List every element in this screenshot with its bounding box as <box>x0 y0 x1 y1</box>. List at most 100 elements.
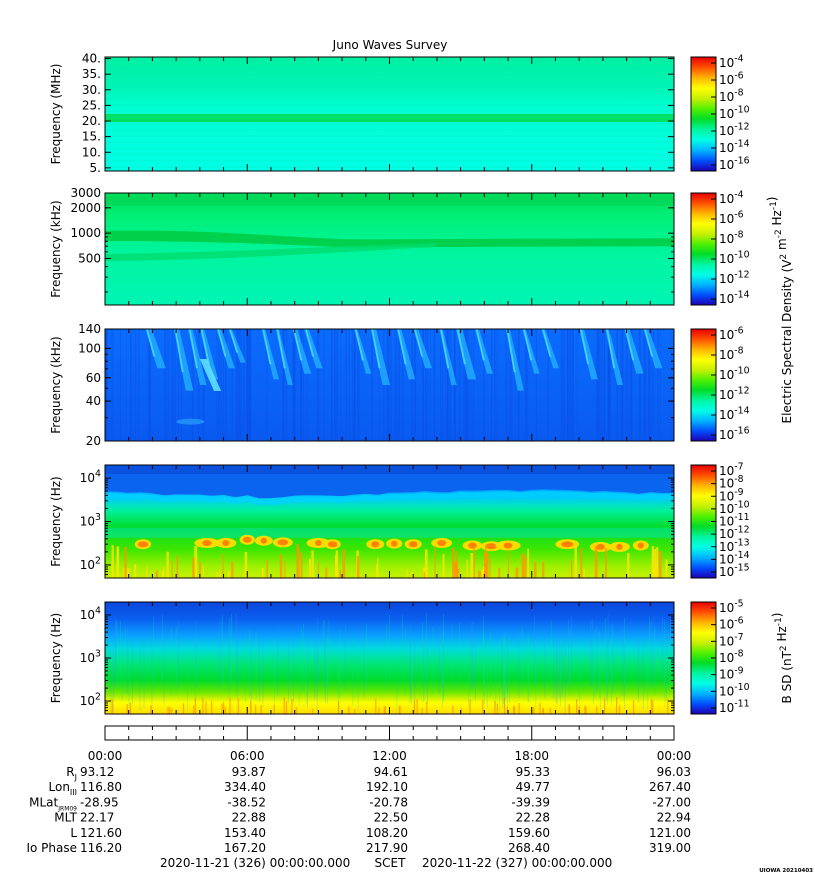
y-tick-label: 30. <box>82 83 101 97</box>
figure-title: Juno Waves Survey <box>332 38 448 52</box>
colorbar-tick-label: 10-13 <box>719 537 750 553</box>
ephemeris-value: 22.94 <box>657 811 691 825</box>
y-tick-label: 103 <box>80 649 101 665</box>
ephemeris-value: 93.12 <box>80 765 114 779</box>
colorbar-tick-label: 10-10 <box>719 105 750 121</box>
colorbar-tick-label: 10-15 <box>719 563 750 579</box>
colorbar-tick-label: 10-14 <box>719 290 750 306</box>
colorbar-3: 10-6 10-8 10-10 10-12 10-14 10-16 <box>690 326 750 442</box>
magnetic-density-label: B SD (nT2 Hz-1) <box>770 613 794 704</box>
y-axis-label: Frequency (Hz) <box>49 613 63 704</box>
colorbar-tick-label: 10-9 <box>719 665 744 681</box>
y-tick-label: 25. <box>82 98 101 112</box>
y-tick-label: 5. <box>90 161 101 175</box>
colorbar-tick-label: 10-6 <box>719 210 744 226</box>
ephemeris-value: 94.61 <box>374 765 408 779</box>
colorbar-tick-label: 10-4 <box>719 190 744 206</box>
ephemeris-row-label: L <box>70 826 77 840</box>
scet-label: SCET <box>375 856 407 870</box>
y-tick-label: 140 <box>78 322 101 336</box>
colorbar-tick-label: 10-10 <box>719 682 750 698</box>
y-axis-label: Frequency (kHz) <box>49 200 63 297</box>
colorbar-4: 10-710-810-910-1010-1110-1210-1310-1410-… <box>690 462 750 579</box>
ephemeris-value: 93.87 <box>232 765 266 779</box>
y-tick-label: 103 <box>80 512 101 528</box>
ephemeris-value: 95.33 <box>516 765 550 779</box>
ephemeris-value: -39.39 <box>511 795 550 809</box>
timeline-axis: 00:00 06:00 12:00 18:00 00:00 <box>88 725 692 763</box>
ephemeris-value: 192.10 <box>366 780 408 794</box>
colorbar-tick-label: 10-14 <box>719 406 750 422</box>
time-tick-label: 18:00 <box>514 749 549 763</box>
colorbar-tick-label: 10-16 <box>719 156 750 172</box>
colorbar-tick-label: 10-10 <box>719 499 750 515</box>
y-tick-label: 104 <box>80 469 101 485</box>
colorbar-tick-label: 10-8 <box>719 88 744 104</box>
colorbar-tick-label: 10-6 <box>719 326 744 342</box>
ephemeris-value: 121.60 <box>80 826 122 840</box>
ephemeris-value: 217.90 <box>366 841 408 855</box>
colorbar-tick-label: 10-16 <box>719 426 750 442</box>
spectrogram-panel-5: 104 103 102 Frequency (Hz) 10-510-610-710-81… <box>49 599 750 715</box>
spectrogram-panel-3: 140 100 60 40 20 Frequency (kHz) 10-6 10-8 10-10… <box>49 322 750 448</box>
y-tick-label: 2000 <box>70 201 101 215</box>
y-tick-label: 10. <box>82 145 101 159</box>
ephemeris-value: 167.20 <box>224 841 266 855</box>
colorbar-scale <box>690 328 717 442</box>
colorbar-tick-label: 10-4 <box>719 54 744 70</box>
ephemeris-value: 159.60 <box>508 826 550 840</box>
time-tick-label: 00:00 <box>657 749 692 763</box>
y-tick-label: 3000 <box>70 186 101 200</box>
ephemeris-value: 267.40 <box>649 780 691 794</box>
start-date: 2020-11-21 (326) 00:00:00.000 <box>160 856 350 870</box>
ephemeris-row-label: MLT <box>54 811 77 825</box>
ephemeris-value: 268.40 <box>508 841 550 855</box>
colorbar-tick-label: 10-14 <box>719 550 750 566</box>
y-tick-label: 100 <box>78 341 101 355</box>
spectrogram-panel-4: 104 103 102 Frequency (Hz) 10-710-810-910-10… <box>49 462 750 579</box>
spectrogram-panel-1: 40.35. 30.25. 20. 15.10. 5. Frequency (MHz) 10… <box>49 52 750 175</box>
ephemeris-table: RJ 93.12 93.87 94.61 95.33 96.03 LonIII 116.80 3… <box>26 765 691 855</box>
time-tick-label: 06:00 <box>230 749 265 763</box>
time-tick-label: 00:00 <box>88 749 123 763</box>
ephemeris-row-label: RJ <box>66 765 77 782</box>
ephemeris-value: 153.40 <box>224 826 266 840</box>
ephemeris-value: -20.78 <box>369 795 408 809</box>
y-tick-label: 102 <box>80 556 101 572</box>
ephemeris-row-label: Io Phase <box>26 841 77 855</box>
colorbar-tick-label: 10-8 <box>719 649 744 665</box>
y-tick-label: 500 <box>78 251 101 265</box>
y-tick-label: 104 <box>80 606 101 622</box>
colorbar-tick-label: 10-10 <box>719 250 750 266</box>
ephemeris-value: 116.80 <box>80 780 122 794</box>
y-axis-label: Frequency (kHz) <box>49 336 63 433</box>
ephemeris-row-label: LonIII <box>49 780 78 797</box>
colorbar-tick-label: 10-9 <box>719 487 744 503</box>
colorbar-tick-label: 10-8 <box>719 346 744 362</box>
ephemeris-row-label: MLatJRM09 <box>29 795 77 812</box>
end-date: 2020-11-22 (327) 00:00:00.000 <box>422 856 612 870</box>
y-tick-label: 40. <box>82 52 101 66</box>
ephemeris-value: 108.20 <box>366 826 408 840</box>
colorbar-tick-label: 10-14 <box>719 139 750 155</box>
ephemeris-value: 22.88 <box>232 811 266 825</box>
colorbar-tick-label: 10-11 <box>719 699 750 715</box>
colorbar-tick-label: 10-8 <box>719 230 744 246</box>
colorbar-tick-label: 10-8 <box>719 474 744 490</box>
colorbar-tick-label: 10-6 <box>719 615 744 631</box>
colorbar-tick-label: 10-10 <box>719 366 750 382</box>
ephemeris-value: 319.00 <box>649 841 691 855</box>
y-tick-label: 102 <box>80 692 101 708</box>
ephemeris-value: 116.20 <box>80 841 122 855</box>
colorbar-scale <box>690 192 717 306</box>
y-tick-label: 1000 <box>70 226 101 240</box>
colorbar-tick-label: 10-11 <box>719 512 750 528</box>
ephemeris-value: 22.17 <box>80 811 114 825</box>
y-axis-label: Frequency (Hz) <box>49 476 63 567</box>
colorbar-tick-label: 10-7 <box>719 462 744 478</box>
